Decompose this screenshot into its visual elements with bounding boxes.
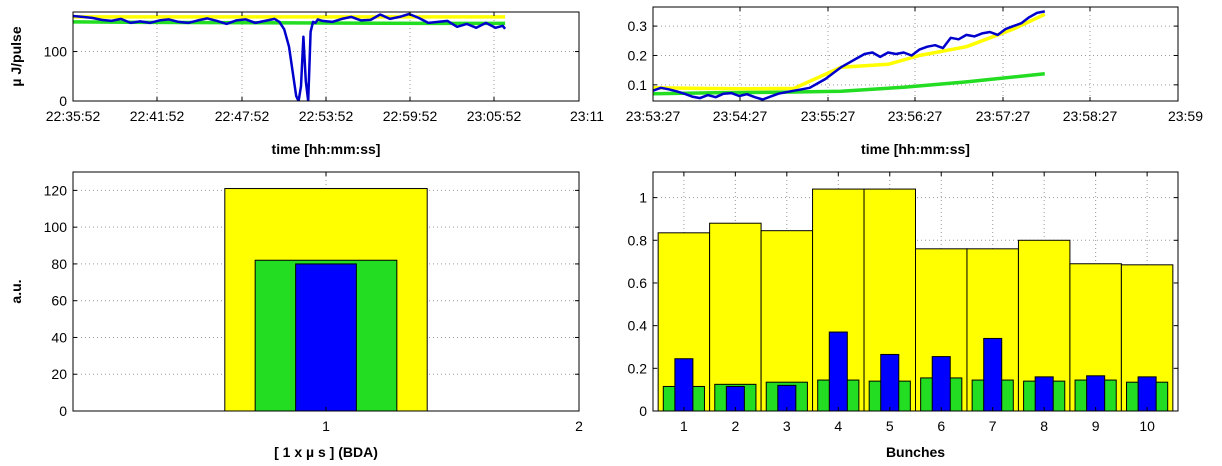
series-line-2: [653, 12, 1046, 91]
y-tick-label: 100: [44, 44, 68, 60]
series-line-1: [653, 10, 1046, 101]
chart-panel-4: 1 2 3 4 5 6 7 8 9 10 0 0.2 0.4 0.6 0.8 1 Bunches: [628, 171, 1179, 460]
x-tick-label: 23:56:27: [888, 108, 943, 124]
bar-series-3-cat-8: [1034, 376, 1054, 412]
bar-series-3-cat-5: [880, 353, 900, 412]
chart-panel-1: 22:35:52 22:41:52 22:47:52 22:53:52 22:59:52…: [8, 11, 604, 157]
bar-series-3-cat-7: [983, 337, 1003, 412]
x-tick-label: 8: [1040, 418, 1048, 434]
x-tick-label: 6: [937, 418, 945, 434]
x-tick-label: 22:47:52: [215, 108, 270, 124]
y-tick-label: 0.3: [628, 18, 648, 34]
y-tick-label: 20: [51, 366, 67, 382]
bar-series-3-cat-4: [828, 331, 848, 412]
bar-series-1-cat-2: [709, 222, 762, 412]
bar-series-3-cat-10: [1137, 376, 1157, 412]
x-axis-label: Bunches: [886, 444, 945, 460]
series-line-1: [73, 12, 507, 101]
x-tick-label: 7: [989, 418, 997, 434]
y-tick-label: 0: [59, 403, 67, 419]
bar-series-3-cat-1: [674, 358, 694, 412]
x-axis-label: time [hh:mm:ss]: [861, 141, 970, 157]
bar-series-3-cat-6: [931, 356, 951, 412]
x-tick-label: 22:35:52: [46, 108, 101, 124]
y-axis-label: a.u.: [8, 279, 24, 303]
x-tick-label: 23:55:27: [801, 108, 856, 124]
y-tick-label: 60: [51, 293, 67, 309]
x-tick-label: 22:41:52: [130, 108, 185, 124]
x-tick-label: 22:59:52: [383, 108, 438, 124]
y-tick-label: 0.1: [628, 77, 648, 93]
x-tick-label: 5: [886, 418, 894, 434]
chart-panel-2: 23:53:27 23:54:27 23:55:27 23:56:27 23:57:27…: [626, 6, 1203, 157]
y-tick-label: 100: [44, 219, 68, 235]
x-tick-label: 3: [783, 418, 791, 434]
y-tick-label: 0.2: [628, 47, 648, 63]
y-tick-label: 0.8: [628, 232, 648, 248]
y-tick-label: 0.4: [628, 318, 648, 334]
bar-series-3-cat-1: [295, 263, 357, 412]
x-axis-label: [ 1 x µ s ] (BDA): [274, 444, 378, 460]
x-tick-label: 10: [1139, 418, 1155, 434]
y-tick-label: 0: [639, 403, 647, 419]
y-tick-label: 80: [51, 256, 67, 272]
y-tick-label: 40: [51, 329, 67, 345]
x-tick-label: 1: [322, 418, 330, 434]
x-tick-label: 22:53:52: [299, 108, 354, 124]
y-axis-label: µ J/pulse: [8, 26, 24, 86]
x-tick-label: 23:11: [570, 108, 604, 124]
x-tick-label: 4: [834, 418, 842, 434]
bar-series-1-cat-3: [760, 230, 814, 412]
y-tick-label: 120: [44, 182, 68, 198]
axes-frame: [652, 171, 1179, 412]
x-tick-label: 2: [575, 418, 583, 434]
x-tick-label: 23:05:52: [467, 108, 522, 124]
y-tick-label: 0: [59, 93, 67, 109]
x-axis-label: time [hh:mm:ss]: [272, 141, 381, 157]
y-tick-label: 0.6: [628, 275, 648, 291]
series-line-3: [653, 71, 1045, 96]
x-tick-label: 23:58:27: [1063, 108, 1118, 124]
x-tick-label: 23:59: [1168, 108, 1203, 124]
series-line-3: [73, 20, 506, 26]
y-tick-label: 0.2: [628, 360, 648, 376]
x-tick-label: 23:53:27: [626, 108, 681, 124]
x-tick-label: 9: [1092, 418, 1100, 434]
bar-series-3-cat-9: [1086, 375, 1106, 412]
x-tick-label: 23:54:27: [713, 108, 768, 124]
y-tick-label: 1: [639, 190, 647, 206]
x-tick-label: 23:57:27: [976, 108, 1031, 124]
x-tick-label: 2: [731, 418, 739, 434]
x-tick-label: 1: [680, 418, 688, 434]
